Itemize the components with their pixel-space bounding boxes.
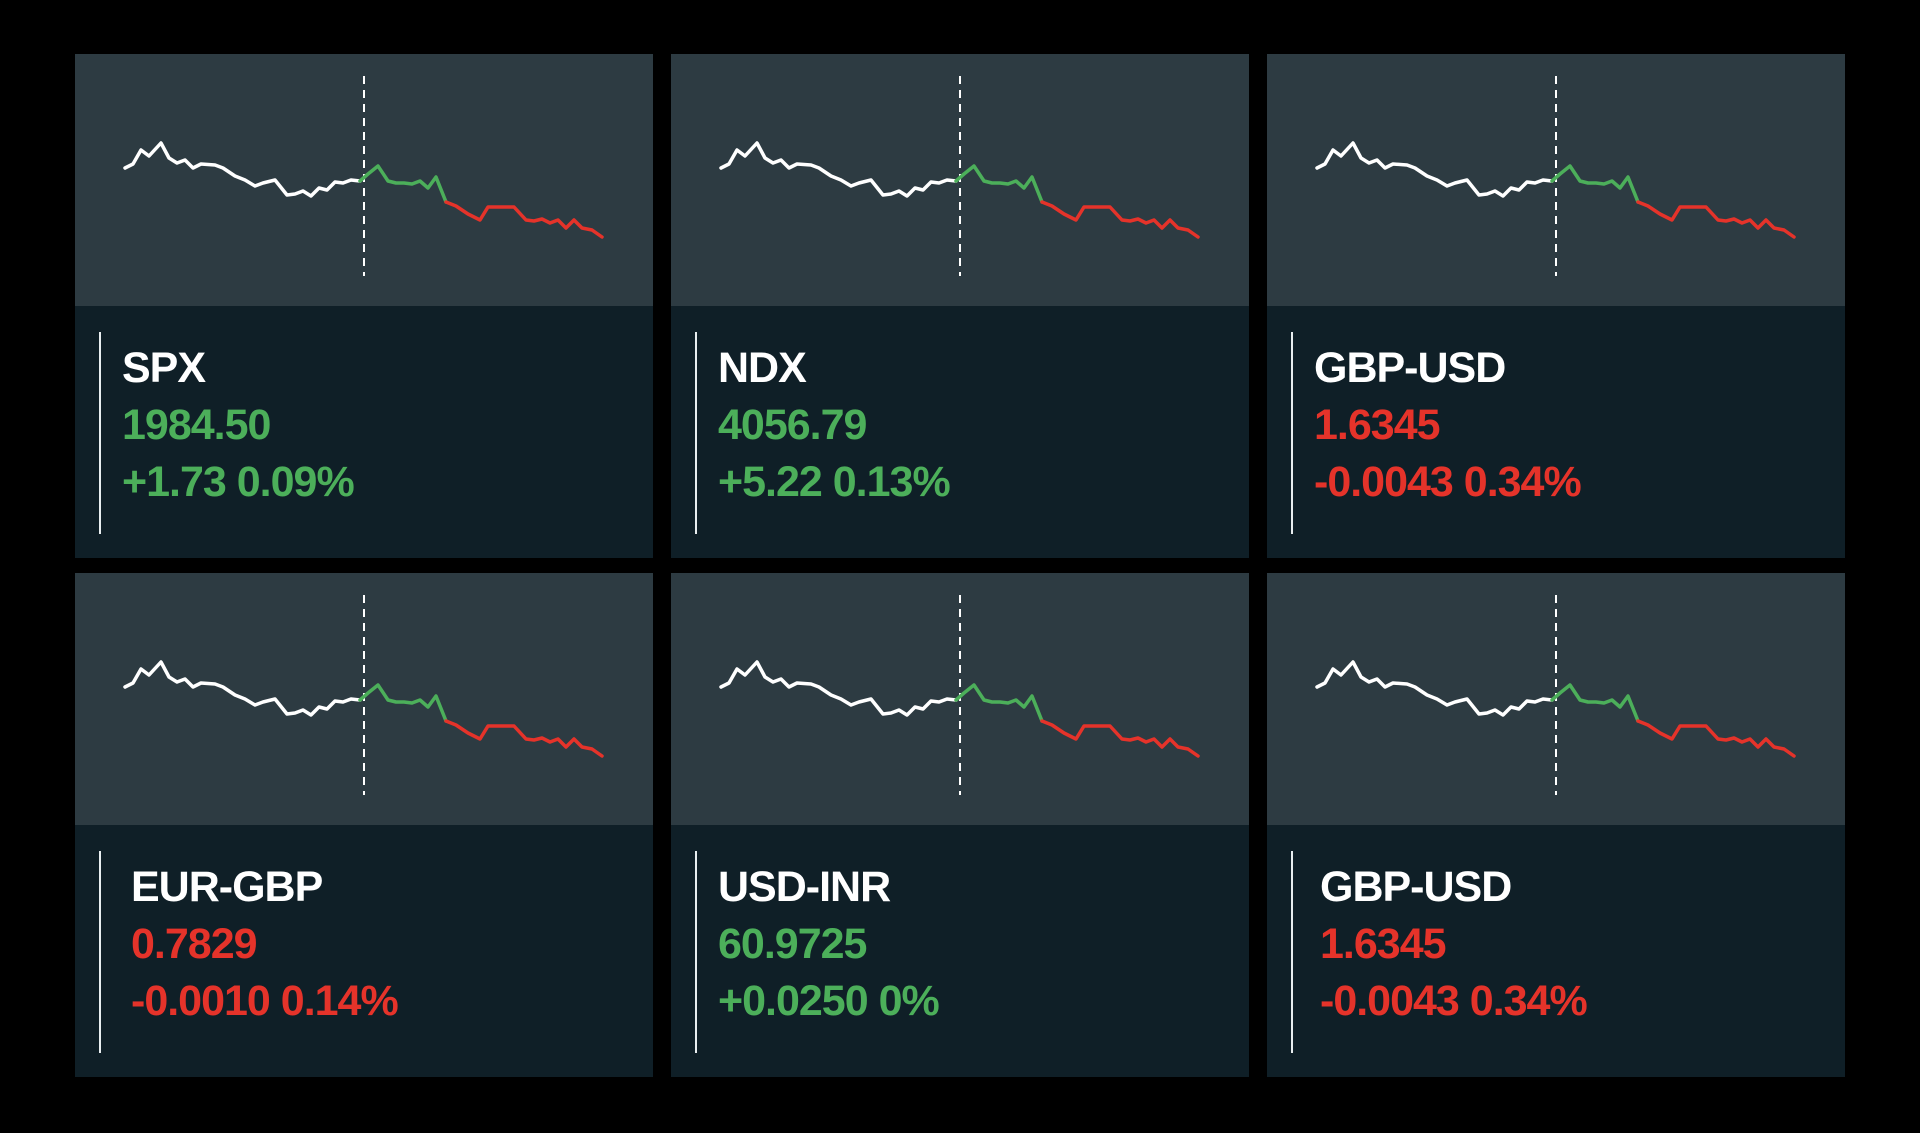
- quote-panel: SPX 1984.50 +1.73 0.09%: [75, 306, 653, 558]
- sparkline-history-line: [1315, 141, 1554, 198]
- sparkline-chart: [719, 595, 1200, 795]
- ticker-symbol: GBP-USD: [1320, 863, 1512, 911]
- sparkline-panel: [1267, 54, 1845, 306]
- sparkline-history-line: [719, 660, 958, 717]
- sparkline-panel: [671, 54, 1249, 306]
- ticker-symbol: NDX: [718, 344, 807, 392]
- quote-divider: [1291, 851, 1293, 1053]
- sparkline-history-line: [1315, 660, 1554, 717]
- ticker-change: -0.0043 0.34%: [1314, 458, 1582, 506]
- sparkline-panel: [75, 54, 653, 306]
- sparkline-loss-line: [1636, 719, 1796, 758]
- ticker-symbol: EUR-GBP: [131, 863, 323, 911]
- quote-panel: GBP-USD 1.6345 -0.0043 0.34%: [1267, 306, 1845, 558]
- ticker-symbol: GBP-USD: [1314, 344, 1506, 392]
- ticker-change: +5.22 0.13%: [718, 458, 951, 506]
- sparkline-panel: [671, 573, 1249, 825]
- market-tile[interactable]: NDX 4056.79 +5.22 0.13%: [671, 54, 1249, 558]
- sparkline-panel: [1267, 573, 1845, 825]
- quote-divider: [695, 332, 697, 534]
- sparkline-history-line: [123, 660, 362, 717]
- quote-panel: NDX 4056.79 +5.22 0.13%: [671, 306, 1249, 558]
- sparkline-panel: [75, 573, 653, 825]
- ticker-symbol: USD-INR: [718, 863, 891, 911]
- sparkline-loss-line: [1040, 719, 1200, 758]
- sparkline-loss-line: [1636, 200, 1796, 239]
- sparkline-gain-line: [954, 683, 1044, 723]
- quote-divider: [99, 332, 101, 534]
- sparkline-chart: [1315, 595, 1796, 795]
- ticker-price: 4056.79: [718, 401, 867, 449]
- ticker-symbol: SPX: [122, 344, 206, 392]
- ticker-price: 1984.50: [122, 401, 271, 449]
- ticker-price: 0.7829: [131, 920, 258, 968]
- quote-panel: GBP-USD 1.6345 -0.0043 0.34%: [1267, 825, 1845, 1077]
- sparkline-gain-line: [954, 164, 1044, 204]
- market-tile[interactable]: USD-INR 60.9725 +0.0250 0%: [671, 573, 1249, 1077]
- sparkline-gain-line: [358, 164, 448, 204]
- ticker-change: +0.0250 0%: [718, 977, 940, 1025]
- sparkline-chart: [123, 76, 604, 276]
- quote-divider: [99, 851, 101, 1053]
- sparkline-loss-line: [444, 200, 604, 239]
- sparkline-gain-line: [358, 683, 448, 723]
- ticker-price: 1.6345: [1314, 401, 1441, 449]
- sparkline-loss-line: [444, 719, 604, 758]
- market-tile[interactable]: SPX 1984.50 +1.73 0.09%: [75, 54, 653, 558]
- ticker-change: -0.0010 0.14%: [131, 977, 399, 1025]
- quote-divider: [695, 851, 697, 1053]
- ticker-price: 1.6345: [1320, 920, 1447, 968]
- sparkline-chart: [123, 595, 604, 795]
- sparkline-gain-line: [1550, 683, 1640, 723]
- quote-panel: EUR-GBP 0.7829 -0.0010 0.14%: [75, 825, 653, 1077]
- sparkline-chart: [719, 76, 1200, 276]
- ticker-price: 60.9725: [718, 920, 867, 968]
- sparkline-chart: [1315, 76, 1796, 276]
- market-tile[interactable]: GBP-USD 1.6345 -0.0043 0.34%: [1267, 54, 1845, 558]
- market-tiles-grid: SPX 1984.50 +1.73 0.09% NDX 4056.79 +5.2…: [75, 54, 1845, 1077]
- sparkline-gain-line: [1550, 164, 1640, 204]
- market-tile[interactable]: GBP-USD 1.6345 -0.0043 0.34%: [1267, 573, 1845, 1077]
- sparkline-history-line: [719, 141, 958, 198]
- sparkline-history-line: [123, 141, 362, 198]
- quote-panel: USD-INR 60.9725 +0.0250 0%: [671, 825, 1249, 1077]
- market-tile[interactable]: EUR-GBP 0.7829 -0.0010 0.14%: [75, 573, 653, 1077]
- ticker-change: +1.73 0.09%: [122, 458, 355, 506]
- ticker-change: -0.0043 0.34%: [1320, 977, 1588, 1025]
- quote-divider: [1291, 332, 1293, 534]
- sparkline-loss-line: [1040, 200, 1200, 239]
